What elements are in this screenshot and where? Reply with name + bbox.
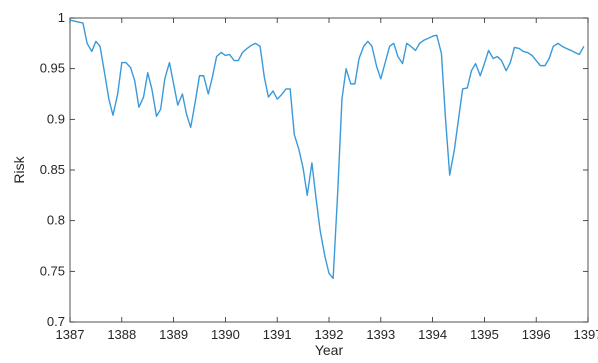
- y-axis-ticks: 0.7 0.75 0.8 0.85 0.9 0.95 1: [40, 10, 588, 329]
- y-tick-label: 0.7: [47, 314, 65, 329]
- x-tick-label: 1390: [211, 327, 240, 342]
- series-line: [69, 19, 585, 280]
- x-tick-label: 1396: [522, 327, 551, 342]
- x-tick-label: 1392: [315, 327, 344, 342]
- y-tick-label: 0.9: [47, 111, 65, 126]
- x-tick-label: 1395: [470, 327, 499, 342]
- x-tick-label: 1389: [159, 327, 188, 342]
- y-tick-label: 0.8: [47, 213, 65, 228]
- x-tick-label: 1397: [574, 327, 598, 342]
- x-tick-label: 1388: [107, 327, 136, 342]
- x-tick-label: 1391: [263, 327, 292, 342]
- x-tick-label: 1393: [366, 327, 395, 342]
- x-axis-label: Year: [315, 342, 344, 358]
- series-layer: [69, 19, 585, 280]
- x-tick-label: 1394: [418, 327, 447, 342]
- x-tick-label: 1387: [56, 327, 85, 342]
- x-axis-ticks: 1387 1388 1389 1390 1391 1392 1393 1394 1395 1396…: [56, 18, 598, 342]
- y-tick-label: 0.85: [40, 162, 65, 177]
- y-tick-label: 1: [58, 10, 65, 25]
- y-axis-label: Risk: [11, 155, 27, 183]
- y-tick-label: 0.95: [40, 61, 65, 76]
- y-tick-label: 0.75: [40, 263, 65, 278]
